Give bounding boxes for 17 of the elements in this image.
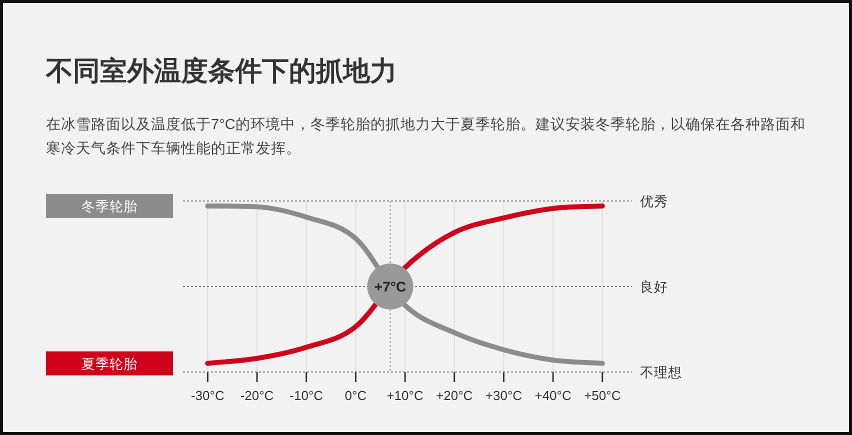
x-tick-label: 0°C xyxy=(344,388,367,403)
chart-title: 不同室外温度条件下的抓地力 xyxy=(45,56,397,86)
x-tick-label: +40°C xyxy=(534,388,572,403)
ref-line-label: 不理想 xyxy=(640,365,682,380)
ref-line-label: 优秀 xyxy=(640,194,668,209)
text: 冬季轮胎 xyxy=(82,198,138,214)
x-tick-label: +10°C xyxy=(386,388,424,403)
ref-line-label: +7°C xyxy=(374,278,406,294)
x-tick-label: +30°C xyxy=(485,388,522,403)
x-tick-label: +20°C xyxy=(436,388,473,403)
x-tick-label: +50°C xyxy=(584,388,621,403)
x-tick-label: -30°C xyxy=(190,388,224,403)
ref-line-label: 良好 xyxy=(640,280,668,294)
x-tick-label: -10°C xyxy=(290,388,324,403)
chart-subtitle: 在冰雪路面以及温度低于7°C的环境中，冬季轮胎的抓地力大于夏季轮胎。建议安装冬季轮胎，以确保在各种路面和寒冷天气条件下车辆性能的正常发挥。 xyxy=(46,116,806,157)
text: 夏季轮胎 xyxy=(82,356,138,372)
x-tick-label: -20°C xyxy=(240,388,274,403)
